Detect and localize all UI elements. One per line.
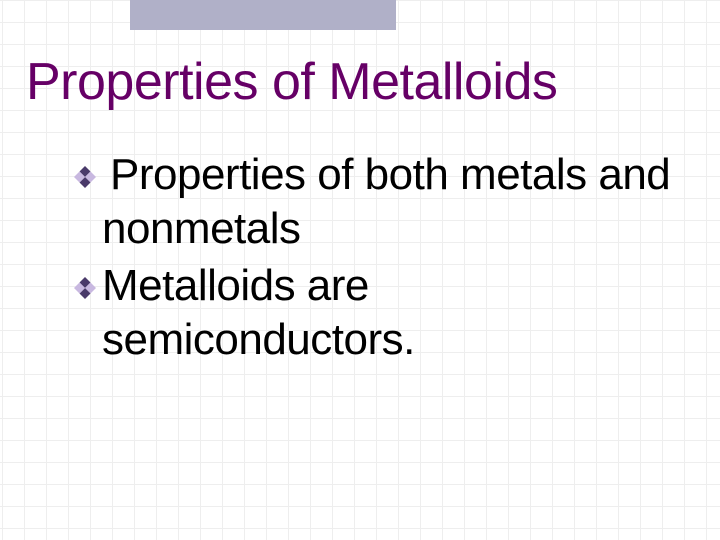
list-item: Properties of both metals and nonmetals <box>74 148 692 255</box>
bullet-list: Properties of both metals and nonmetals … <box>74 148 692 371</box>
diamond-bullet-icon <box>74 166 96 188</box>
page-title: Properties of Metalloids <box>26 52 557 112</box>
list-item: Metalloids are semiconductors. <box>74 259 692 366</box>
diamond-bullet-icon <box>74 277 96 299</box>
list-item-text: Metalloids are semiconductors. <box>102 259 692 366</box>
list-item-text: Properties of both metals and nonmetals <box>102 148 692 255</box>
accent-bar <box>130 0 396 30</box>
